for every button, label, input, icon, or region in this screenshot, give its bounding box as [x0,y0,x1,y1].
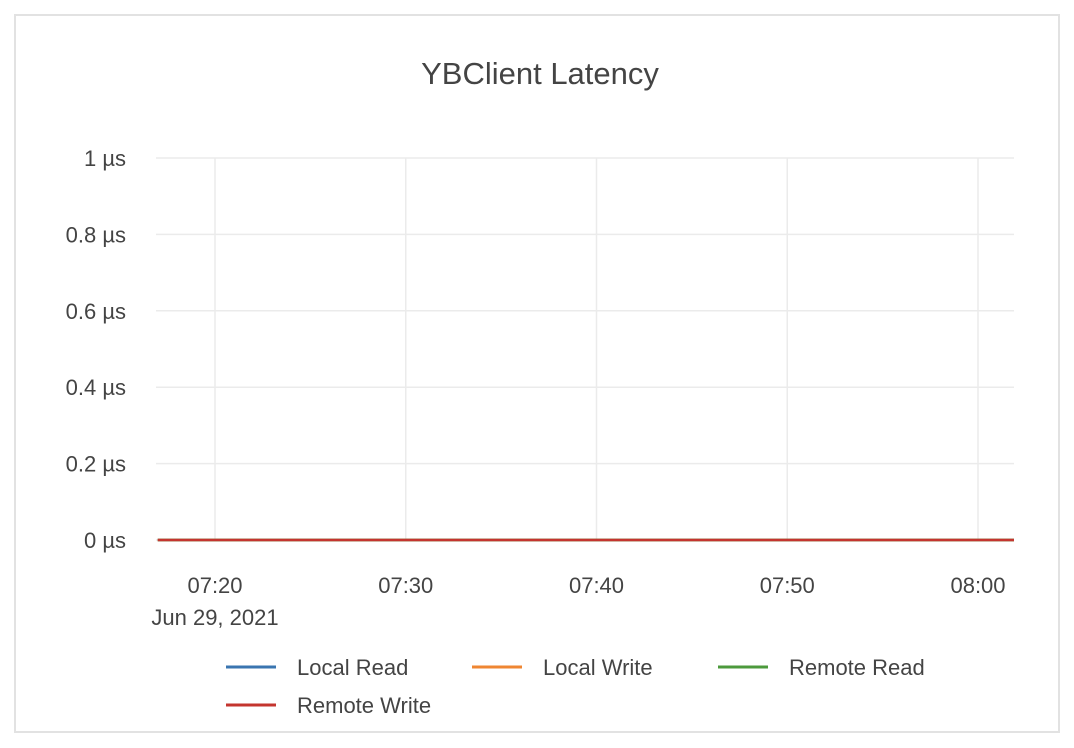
chart-title: YBClient Latency [421,56,659,91]
y-tick-label: 0 µs [84,528,126,553]
legend-label: Local Read [297,655,408,680]
y-tick-label: 0.4 µs [66,375,126,400]
x-tick-label: 08:00 [950,573,1005,598]
legend-item-remote-write[interactable]: Remote Write [226,693,431,718]
x-tick-label: 07:50 [760,573,815,598]
chart-card [14,14,1060,733]
x-tick-label: 07:30 [378,573,433,598]
legend-label: Local Write [543,655,653,680]
legend-item-local-write[interactable]: Local Write [472,655,653,680]
y-tick-label: 0.8 µs [66,222,126,247]
x-tick-label: 07:20 [187,573,242,598]
y-tick-label: 1 µs [84,146,126,171]
legend-label: Remote Write [297,693,431,718]
legend-item-local-read[interactable]: Local Read [226,655,408,680]
x-tick-label: 07:40 [569,573,624,598]
y-tick-label: 0.2 µs [66,452,126,477]
x-tick-date-label: Jun 29, 2021 [151,605,278,630]
legend-item-remote-read[interactable]: Remote Read [718,655,925,680]
y-tick-label: 0.6 µs [66,299,126,324]
legend-label: Remote Read [789,655,925,680]
